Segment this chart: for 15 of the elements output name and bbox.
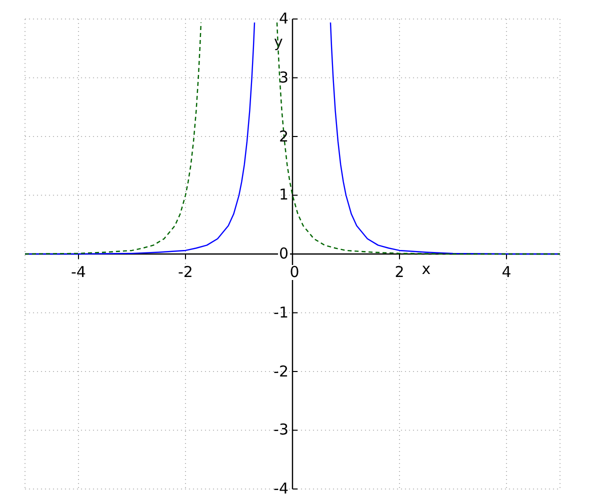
x-tick-label: 4	[500, 263, 512, 281]
y-tick-label: 2	[278, 127, 290, 145]
x-axis-title: x	[422, 260, 431, 278]
x-tick-label: -4	[70, 263, 87, 281]
y-tick-label: 4	[278, 10, 290, 28]
y-tick-label: 0	[278, 244, 290, 262]
y-tick-label: 3	[278, 68, 290, 86]
y-tick-label: -2	[272, 362, 290, 380]
y-tick-label: 1	[278, 186, 290, 204]
y-tick-label: -1	[272, 303, 290, 322]
y-tick-label: -4	[272, 480, 290, 498]
y-tick-label: -3	[272, 420, 290, 439]
x-tick-label: -2	[177, 263, 194, 281]
x-tick-label: 0	[288, 263, 300, 281]
x-tick-label: 2	[394, 263, 406, 281]
